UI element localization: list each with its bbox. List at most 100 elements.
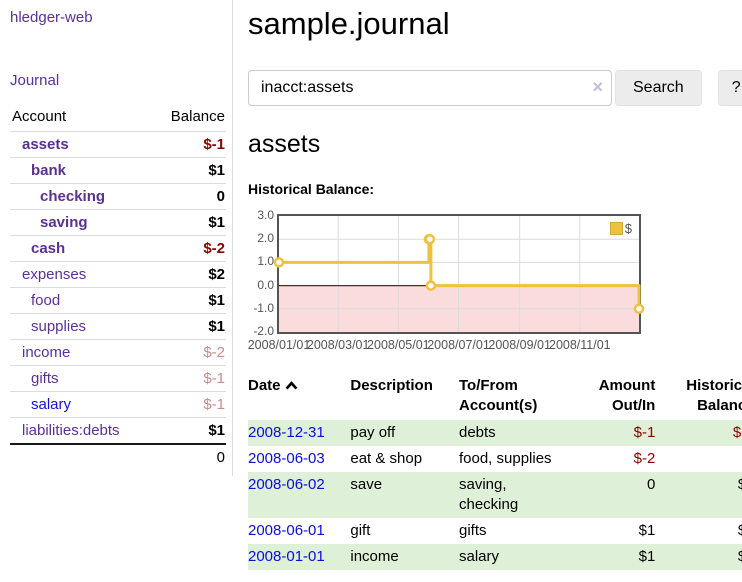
sidebar-account-row: assets $-1 [10, 131, 226, 158]
sidebar-account-row: income $-2 [10, 339, 226, 366]
register-header-row: Date Description To/From Account(s) Amou… [248, 374, 742, 420]
app-title: hledger-web [10, 9, 226, 26]
register-date-cell: 2008-06-03 [248, 446, 350, 472]
legend-label: $ [624, 221, 632, 236]
register-date-link[interactable]: 2008-06-01 [248, 522, 325, 539]
main-content: sample.journal × Search ? assets Histori… [233, 0, 742, 570]
y-tick-label: 0.0 [257, 277, 274, 292]
register-balance: $-1 [732, 424, 742, 441]
register-date-cell: 2008-12-31 [248, 420, 350, 446]
register-amount: $1 [638, 522, 656, 539]
x-tick-label: 2008/01/01 [247, 338, 311, 352]
search-button[interactable]: Search [615, 70, 702, 106]
register-balance: $2 [655, 518, 742, 544]
sidebar-account-row: expenses $2 [10, 261, 226, 288]
sidebar-account-link[interactable]: income [22, 344, 71, 361]
accounts-table: Account Balance assets $-1 bank $1 checking 0… [10, 104, 226, 470]
sidebar-account-link[interactable]: cash [31, 240, 66, 257]
clear-search-icon[interactable]: × [592, 77, 603, 97]
account-name-cell: expenses [10, 261, 152, 288]
sidebar-account-row: supplies $1 [10, 313, 226, 340]
account-name-cell: saving [10, 209, 152, 236]
register-date-cell: 2008-06-02 [248, 472, 350, 518]
description-column-header: Description [350, 377, 433, 394]
x-tick-label: 2008/03/01 [306, 338, 370, 352]
search-bar: × Search ? [248, 70, 742, 106]
sidebar-account-link[interactable]: salary [31, 396, 72, 413]
account-name-cell: salary [10, 391, 152, 418]
sidebar-account-row: salary $-1 [10, 391, 226, 418]
sidebar-account-link[interactable]: gifts [31, 370, 59, 387]
x-tick-label: 2008/09/01 [488, 338, 551, 352]
account-name-cell: cash [10, 235, 152, 262]
sidebar-account-row: gifts $-1 [10, 365, 226, 392]
register-balance: $2 [655, 472, 742, 518]
register-accounts: debts [458, 424, 496, 441]
sidebar-accounts-body: assets $-1 bank $1 checking 0 saving $1 cash $-2 e… [10, 131, 226, 444]
date-column-header[interactable]: Date [248, 374, 350, 420]
sidebar-account-row: liabilities:debts $1 [10, 417, 226, 444]
sidebar-account-link[interactable]: saving [40, 214, 88, 231]
legend-swatch-icon [609, 222, 623, 235]
sidebar-account-link[interactable]: liabilities:debts [22, 422, 120, 439]
sidebar-account-row: bank $1 [10, 157, 226, 184]
account-name-cell: liabilities:debts [10, 417, 152, 444]
register-date-link[interactable]: 2008-06-03 [248, 450, 325, 467]
register-description: income [350, 548, 399, 565]
balance-chart-svg [273, 216, 645, 332]
sidebar: hledger-web Journal Account Balance asse… [0, 0, 233, 476]
sidebar-account-link[interactable]: assets [22, 136, 69, 153]
search-input[interactable] [248, 70, 612, 106]
register-accounts: saving, checking [458, 476, 519, 513]
account-balance: 0 [151, 183, 226, 210]
register-row: 2008-06-01 gift gifts $1$2 [248, 518, 742, 544]
y-tick-label: 2.0 [257, 231, 274, 246]
sidebar-account-link[interactable]: checking [40, 188, 106, 205]
register-description: eat & shop [350, 450, 423, 467]
sidebar-account-link[interactable]: supplies [31, 318, 87, 335]
register-accounts: gifts [458, 522, 487, 539]
register-date-link[interactable]: 2008-01-01 [248, 548, 325, 565]
chart-x-axis: 2008/01/01 2008/03/01 2008/05/01 2008/07/01… [248, 338, 639, 352]
register-date-cell: 2008-06-01 [248, 518, 350, 544]
account-balance: $1 [151, 417, 226, 444]
account-name-cell: supplies [10, 313, 152, 340]
account-balance: $2 [151, 261, 226, 288]
account-balance: $-2 [151, 235, 226, 262]
page: hledger-web Journal Account Balance asse… [0, 0, 742, 570]
register-date-link[interactable]: 2008-06-02 [248, 476, 325, 493]
total-balance: 0 [151, 443, 226, 470]
accounts-table-header-row: Account Balance [10, 104, 226, 132]
sidebar-account-link[interactable]: expenses [22, 266, 87, 283]
chart-legend: $ [607, 220, 634, 237]
account-balance: $1 [151, 209, 226, 236]
account-balance: $-2 [151, 339, 226, 366]
register-balance: 0 [655, 446, 742, 472]
sidebar-account-link[interactable]: food [31, 292, 61, 309]
register-description: save [350, 476, 383, 493]
sidebar-account-row: checking 0 [10, 183, 226, 210]
y-tick-label: -2.0 [253, 324, 274, 338]
app-title-link[interactable]: hledger-web [10, 9, 93, 26]
account-name-cell: income [10, 339, 152, 366]
account-balance: $-1 [151, 391, 226, 418]
help-button[interactable]: ? [717, 70, 742, 106]
account-balance: $-1 [151, 131, 226, 158]
balance-column-header: Balance [170, 108, 225, 125]
register-amount: 0 [647, 476, 656, 493]
account-name-cell: food [10, 287, 152, 314]
register-amount: $-1 [633, 424, 656, 441]
account-balance: $-1 [151, 365, 226, 392]
sidebar-account-row: cash $-2 [10, 235, 226, 262]
x-tick-label: 2008/05/01 [367, 338, 430, 352]
account-column-header: Account [12, 108, 67, 125]
sidebar-account-link[interactable]: bank [31, 162, 67, 179]
account-name-cell: checking [10, 183, 152, 210]
sidebar-item-journal[interactable]: Journal [10, 72, 60, 89]
register-row: 2008-06-03 eat & shop food, supplies $-20 [248, 446, 742, 472]
register-date-link[interactable]: 2008-12-31 [248, 424, 325, 441]
register-table: Date Description To/From Account(s) Amou… [248, 374, 742, 570]
register-row: 2008-01-01 income salary $1$1 [248, 544, 742, 570]
x-tick-label: 2008/07/01 [427, 338, 490, 352]
chart-y-axis: 3.0 2.0 1.0 0.0 -1.0 -2.0 [248, 209, 274, 337]
